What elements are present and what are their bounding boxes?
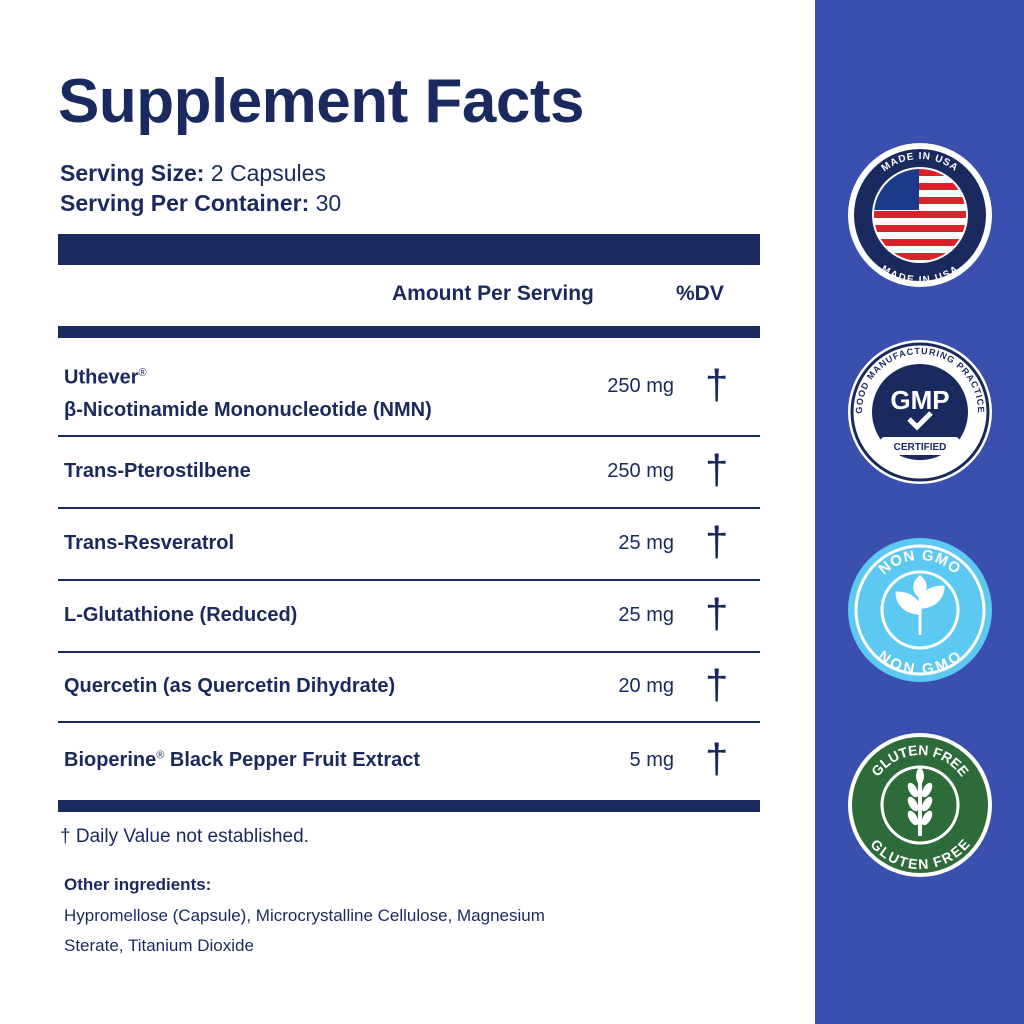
name: L-Glutathione (Reduced) <box>64 604 298 626</box>
ingredient-name: L-Glutathione (Reduced) <box>64 604 297 627</box>
ingredient-name: Quercetin (as Quercetin Dihydrate) <box>64 675 395 698</box>
amount: 20 mg <box>618 675 674 697</box>
amount: 250 mg <box>607 460 674 482</box>
ingredient-name: Trans-Resveratrol <box>64 532 234 555</box>
value: 2 Capsules <box>210 160 326 186</box>
gmp-badge: GOOD MANUFACTURING PRACTICE GMP CERTIFIE… <box>848 340 992 484</box>
gluten-free-badge: GLUTEN FREE GLUTEN FREE <box>848 733 992 877</box>
ingredient-name: Bioperine® Black Pepper Fruit Extract <box>64 749 420 772</box>
name: Trans-Resveratrol <box>64 532 235 554</box>
label: Serving Size: <box>60 160 205 186</box>
column-header: Amount Per Serving <box>392 282 594 305</box>
dv: † <box>705 661 729 708</box>
value: 30 <box>315 190 342 216</box>
footnote: † Daily Value not established. <box>60 826 309 847</box>
name: Quercetin (as Quercetin Dihydrate) <box>64 675 396 697</box>
dv: † <box>705 518 729 565</box>
non-gmo-badge: NON GMO NON GMO <box>848 538 992 682</box>
amount: 25 mg <box>618 532 674 554</box>
name: β-Nicotinamide Mononucleotide (NMN) <box>64 398 432 421</box>
amount: 25 mg <box>618 604 674 626</box>
dv: † <box>705 446 729 493</box>
title: Supplement Facts <box>58 67 585 136</box>
label: Serving Per Container: <box>60 190 310 216</box>
serving-size: Serving Size: 2 Capsules <box>60 160 326 187</box>
registered-mark: ® <box>138 367 147 379</box>
row-separator <box>58 507 760 509</box>
gmp-text: GMP <box>890 385 949 415</box>
usa-badge: MADE IN USA MADE IN USA <box>848 143 992 287</box>
name: Trans-Pterostilbene <box>64 460 251 482</box>
dv: † <box>705 590 729 637</box>
badge-text: CERTIFIED <box>894 442 947 453</box>
registered-mark: ® <box>156 749 165 762</box>
ingredient-name: Trans-Pterostilbene <box>64 460 251 483</box>
other-text: Sterate, Titanium Dioxide <box>64 936 254 955</box>
header-bar <box>58 326 760 338</box>
amount: 5 mg <box>629 749 674 771</box>
top-bar <box>58 234 760 265</box>
ingredient-name: Uthever® β-Nicotinamide Mononucleotide (N… <box>64 357 432 426</box>
row-separator <box>58 721 760 723</box>
name: Uthever <box>64 366 139 389</box>
row-separator <box>58 651 760 653</box>
other-text: Hypromellose (Capsule), Microcrystalline… <box>64 906 545 925</box>
row-separator <box>58 435 760 437</box>
amount: 250 mg <box>607 375 674 397</box>
bottom-bar <box>58 800 760 812</box>
name: Black Pepper Fruit Extract <box>164 749 421 771</box>
column-header: %DV <box>676 282 724 305</box>
dv: † <box>705 735 729 782</box>
other-label: Other ingredients: <box>64 875 212 894</box>
row-separator <box>58 579 760 581</box>
servings-per-container: Serving Per Container: 30 <box>60 190 341 217</box>
name: Bioperine <box>64 749 157 771</box>
dv: † <box>705 361 729 408</box>
